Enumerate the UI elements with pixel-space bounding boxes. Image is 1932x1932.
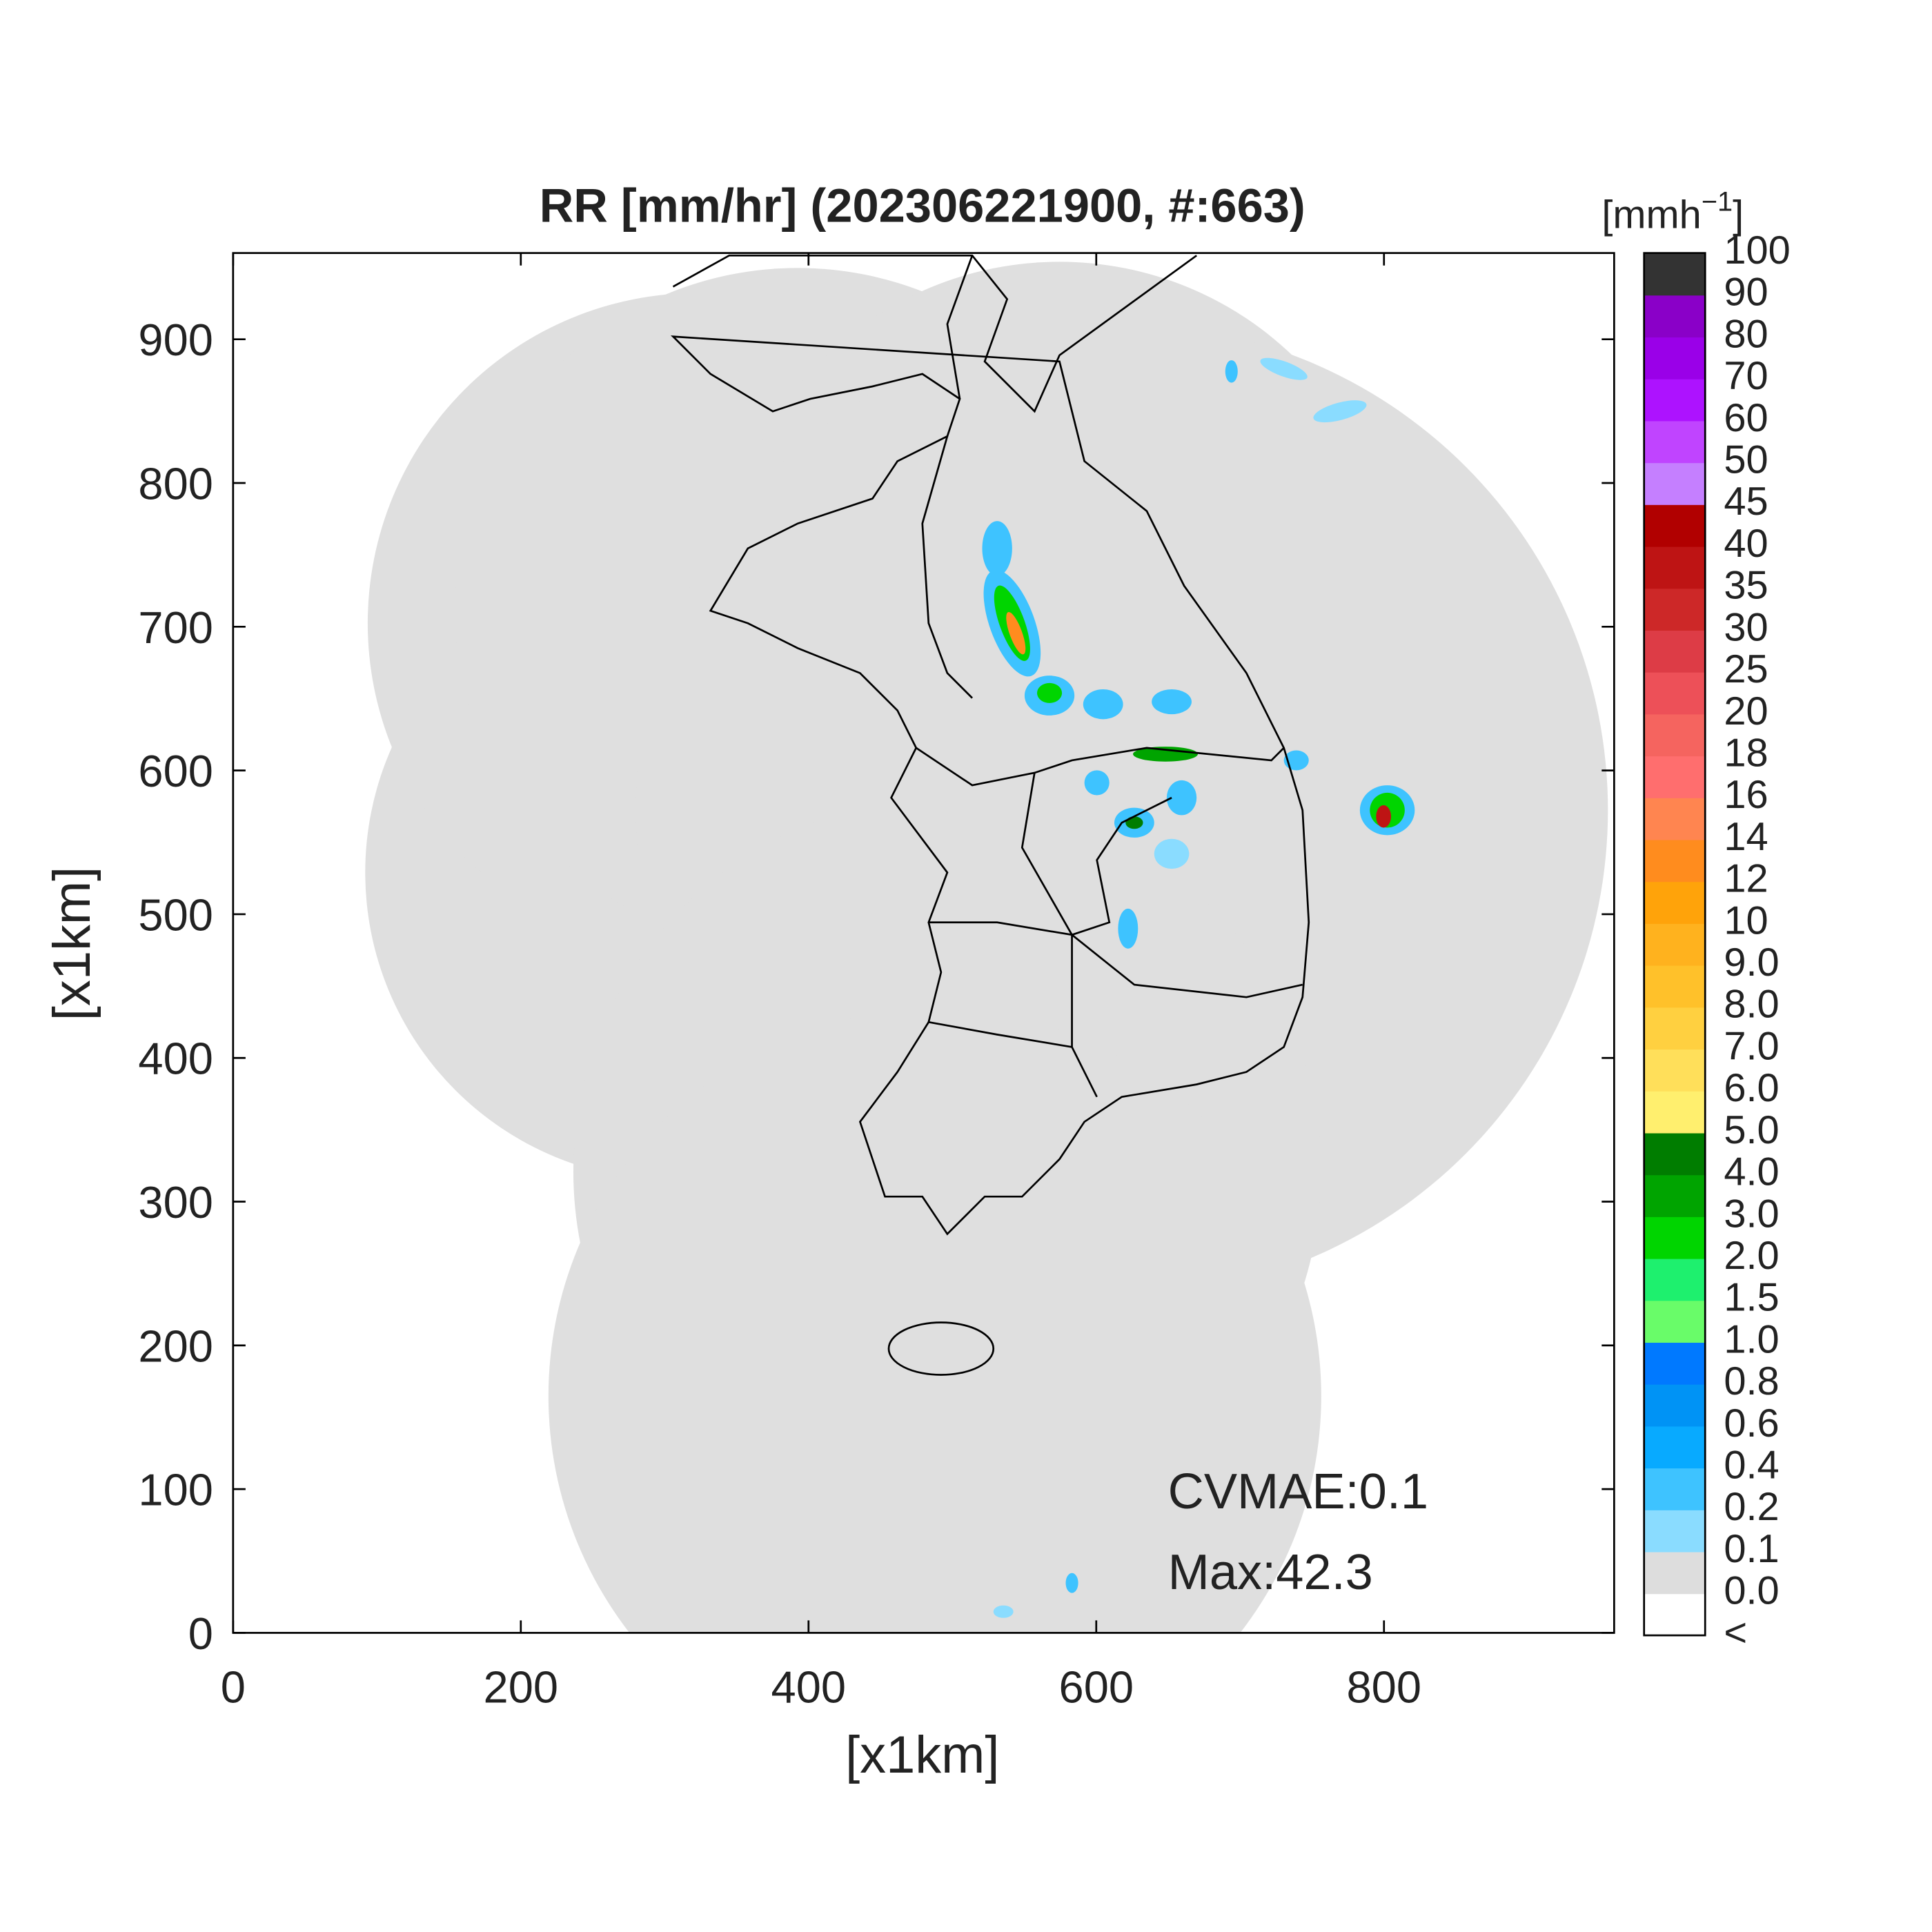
rain-cells bbox=[982, 357, 1415, 1618]
colorbar-tick-label: < bbox=[1724, 1610, 1747, 1655]
x-tick-label: 0 bbox=[221, 1662, 246, 1713]
colorbar-segment bbox=[1644, 1007, 1706, 1050]
colorbar-segment bbox=[1644, 1300, 1706, 1343]
colorbar-tick-label: 20 bbox=[1724, 689, 1768, 733]
colorbar-segment bbox=[1644, 462, 1706, 505]
colorbar-tick-label: 45 bbox=[1724, 480, 1768, 524]
y-tick-label: 400 bbox=[138, 1034, 213, 1084]
colorbar-tick-label: 5.0 bbox=[1724, 1108, 1779, 1152]
colorbar-tick-label: 8.0 bbox=[1724, 983, 1779, 1027]
colorbar-segment bbox=[1644, 420, 1706, 464]
colorbar-segment bbox=[1644, 1258, 1706, 1301]
colorbar-tick-label: 50 bbox=[1724, 438, 1768, 482]
colorbar-segment bbox=[1644, 1174, 1706, 1217]
colorbar-tick-label: 60 bbox=[1724, 396, 1768, 440]
colorbar-segment bbox=[1644, 295, 1706, 338]
colorbar-segment bbox=[1644, 378, 1706, 422]
colorbar-tick-label: 0.0 bbox=[1724, 1569, 1779, 1613]
colorbar-tick-label: 10 bbox=[1724, 898, 1768, 943]
x-tick-label: 400 bbox=[771, 1662, 846, 1713]
colorbar-segment bbox=[1644, 671, 1706, 715]
y-tick-label: 700 bbox=[138, 602, 213, 653]
chart-title: RR [mm/hr] (202306221900, #:663) bbox=[540, 179, 1305, 233]
plot-frame bbox=[232, 252, 1615, 1634]
colorbar-segment bbox=[1644, 713, 1706, 757]
colorbar-tick-label: 1.5 bbox=[1724, 1276, 1779, 1320]
colorbar-segment bbox=[1644, 1090, 1706, 1134]
colorbar-tick-label: 4.0 bbox=[1724, 1150, 1779, 1194]
colorbar-tick-label: 16 bbox=[1724, 773, 1768, 817]
y-tick-label: 300 bbox=[138, 1177, 213, 1228]
colorbar-label-close: ] bbox=[1733, 193, 1744, 237]
y-tick-label: 200 bbox=[138, 1321, 213, 1371]
colorbar-segment bbox=[1644, 504, 1706, 547]
colorbar-tick-label: 70 bbox=[1724, 354, 1768, 398]
annotation: CVMAE:0.1 bbox=[1168, 1464, 1428, 1519]
x-axis-label: [x1km] bbox=[845, 1726, 999, 1784]
colorbar-segment bbox=[1644, 253, 1706, 296]
colorbar-segment bbox=[1644, 839, 1706, 883]
colorbar-tick-label: 6.0 bbox=[1724, 1066, 1779, 1110]
colorbar-segment bbox=[1644, 1551, 1706, 1595]
colorbar-tick-label: 9.0 bbox=[1724, 940, 1779, 985]
y-tick-label: 500 bbox=[138, 889, 213, 940]
colorbar-segment bbox=[1644, 1216, 1706, 1259]
colorbar-segment bbox=[1644, 1342, 1706, 1385]
colorbar-tick-label: 90 bbox=[1724, 270, 1768, 315]
colorbar-segment bbox=[1644, 881, 1706, 924]
colorbar-segment bbox=[1644, 923, 1706, 966]
x-tick-label: 600 bbox=[1059, 1662, 1134, 1713]
colorbar-segment bbox=[1644, 1426, 1706, 1469]
colorbar-tick-label: 25 bbox=[1724, 647, 1768, 691]
colorbar-label-exponent: −1 bbox=[1702, 186, 1733, 217]
colorbar-tick-label: 14 bbox=[1724, 815, 1768, 859]
y-tick-label: 600 bbox=[138, 746, 213, 796]
colorbar-tick-label: 7.0 bbox=[1724, 1024, 1779, 1068]
colorbar-segment bbox=[1644, 337, 1706, 379]
colorbar-segment bbox=[1644, 546, 1706, 589]
y-axis-label: [x1km] bbox=[43, 867, 101, 1021]
colorbar-segment bbox=[1644, 1509, 1706, 1552]
colorbar-segment bbox=[1644, 1132, 1706, 1176]
colorbar-tick-label: 0.2 bbox=[1724, 1485, 1779, 1529]
colorbar-tick-label: 80 bbox=[1724, 312, 1768, 356]
colorbar-tick-label: 1.0 bbox=[1724, 1317, 1779, 1361]
y-tick-label: 900 bbox=[138, 315, 213, 365]
colorbar-segment bbox=[1644, 797, 1706, 840]
colorbar-tick-label: 12 bbox=[1724, 857, 1768, 901]
x-tick-label: 200 bbox=[484, 1662, 558, 1713]
x-tick-label: 800 bbox=[1347, 1662, 1421, 1713]
coastline bbox=[670, 254, 1310, 1376]
colorbar-tick-label: 0.4 bbox=[1724, 1443, 1779, 1487]
colorbar-segment bbox=[1644, 1593, 1706, 1636]
colorbar-tick-label: 0.6 bbox=[1724, 1401, 1779, 1446]
map-area bbox=[365, 254, 1608, 1633]
y-tick-label: 800 bbox=[138, 458, 213, 509]
colorbar-tick-label: 35 bbox=[1724, 564, 1768, 608]
colorbar-tick-label: 2.0 bbox=[1724, 1234, 1779, 1278]
colorbar-segment bbox=[1644, 630, 1706, 673]
colorbar-segment bbox=[1644, 1383, 1706, 1427]
annotation: Max:42.3 bbox=[1168, 1545, 1373, 1600]
colorbar-segment bbox=[1644, 588, 1706, 631]
colorbar-segment bbox=[1644, 1049, 1706, 1092]
colorbar-label-base: [mmh bbox=[1601, 193, 1702, 237]
colorbar-tick-label: 3.0 bbox=[1724, 1192, 1779, 1236]
colorbar-frame bbox=[1643, 252, 1706, 1637]
y-tick-label: 0 bbox=[188, 1608, 213, 1659]
colorbar-tick-label: 18 bbox=[1724, 731, 1768, 775]
radar-coverage bbox=[365, 262, 1608, 1633]
colorbar-tick-label: 40 bbox=[1724, 522, 1768, 566]
colorbar-segment bbox=[1644, 965, 1706, 1008]
colorbar-segment bbox=[1644, 1468, 1706, 1510]
colorbar-tick-label: 100 bbox=[1724, 228, 1790, 273]
colorbar-tick-label: 0.1 bbox=[1724, 1527, 1779, 1571]
colorbar-label: [mmh−1] bbox=[1601, 186, 1744, 237]
colorbar-segment bbox=[1644, 756, 1706, 798]
colorbar-tick-label: 0.8 bbox=[1724, 1359, 1779, 1403]
y-tick-label: 100 bbox=[138, 1465, 213, 1515]
colorbar-tick-label: 30 bbox=[1724, 605, 1768, 649]
